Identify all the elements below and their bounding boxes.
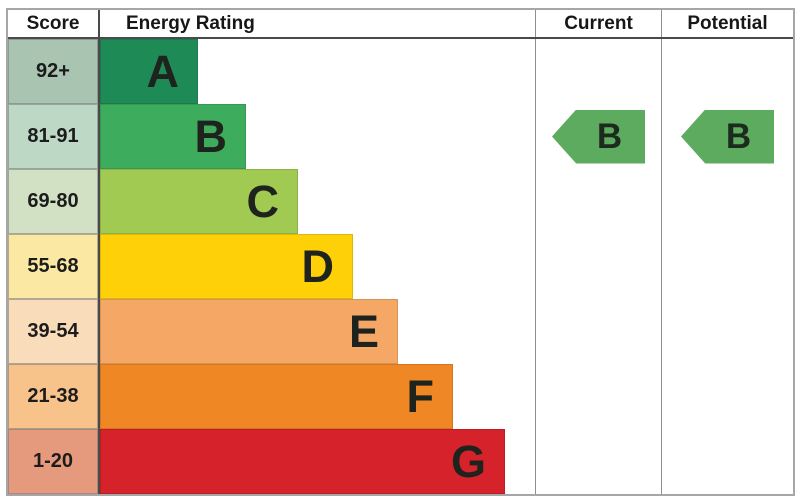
score-range-e: 39-54 xyxy=(8,299,100,364)
grade-letter-b: B xyxy=(194,111,228,162)
current-rating-letter: B xyxy=(596,117,623,156)
current-cell-b: B xyxy=(536,104,662,169)
current-cell-d xyxy=(536,234,662,299)
rating-cell-d: D xyxy=(100,234,536,299)
potential-cell-e xyxy=(662,299,793,364)
score-range-c: 69-80 xyxy=(8,169,100,234)
epc-chart: Score Energy Rating Current Potential 92… xyxy=(6,8,795,496)
rating-cell-f: F xyxy=(100,364,536,429)
epc-band-row-c: 69-80 C xyxy=(8,169,793,234)
current-rating-arrow: B xyxy=(552,109,645,164)
potential-cell-f xyxy=(662,364,793,429)
grade-bar-a: A xyxy=(100,39,198,104)
grade-letter-c: C xyxy=(246,176,280,227)
grade-bar-g: G xyxy=(100,429,505,494)
epc-band-row-a: 92+ A xyxy=(8,39,793,104)
score-range-f: 21-38 xyxy=(8,364,100,429)
rating-cell-a: A xyxy=(100,39,536,104)
potential-cell-d xyxy=(662,234,793,299)
grade-bar-b: B xyxy=(100,104,246,169)
current-column-header: Current xyxy=(536,10,662,37)
potential-cell-g xyxy=(662,429,793,494)
current-cell-e xyxy=(536,299,662,364)
score-range-g: 1-20 xyxy=(8,429,100,494)
current-cell-g xyxy=(536,429,662,494)
epc-header-row: Score Energy Rating Current Potential xyxy=(8,10,793,39)
epc-band-row-d: 55-68 D xyxy=(8,234,793,299)
grade-letter-g: G xyxy=(450,436,486,487)
potential-cell-a xyxy=(662,39,793,104)
grade-bar-e: E xyxy=(100,299,398,364)
score-range-d: 55-68 xyxy=(8,234,100,299)
potential-rating-arrow: B xyxy=(681,109,774,164)
score-range-a: 92+ xyxy=(8,39,100,104)
grade-letter-f: F xyxy=(406,371,435,422)
current-cell-c xyxy=(536,169,662,234)
energy-rating-column-header: Energy Rating xyxy=(100,10,536,37)
current-cell-a xyxy=(536,39,662,104)
grade-letter-a: A xyxy=(146,46,180,97)
epc-band-row-e: 39-54 E xyxy=(8,299,793,364)
rating-cell-g: G xyxy=(100,429,536,494)
score-column-header: Score xyxy=(8,10,100,37)
grade-bar-d: D xyxy=(100,234,353,299)
grade-letter-d: D xyxy=(301,241,335,292)
score-range-b: 81-91 xyxy=(8,104,100,169)
epc-band-row-g: 1-20 G xyxy=(8,429,793,494)
rating-cell-e: E xyxy=(100,299,536,364)
epc-band-row-f: 21-38 F xyxy=(8,364,793,429)
rating-cell-b: B xyxy=(100,104,536,169)
grade-letter-e: E xyxy=(348,306,379,357)
potential-cell-c xyxy=(662,169,793,234)
grade-bar-c: C xyxy=(100,169,298,234)
rating-cell-c: C xyxy=(100,169,536,234)
potential-cell-b: B xyxy=(662,104,793,169)
epc-band-rows: 92+ A 81-91 B B B 69-80 C 55-68 D 39-54 E 21-38 F 1-20… xyxy=(8,39,793,494)
current-cell-f xyxy=(536,364,662,429)
potential-column-header: Potential xyxy=(687,12,768,34)
potential-rating-letter: B xyxy=(725,117,752,156)
epc-band-row-b: 81-91 B B B xyxy=(8,104,793,169)
grade-bar-f: F xyxy=(100,364,453,429)
